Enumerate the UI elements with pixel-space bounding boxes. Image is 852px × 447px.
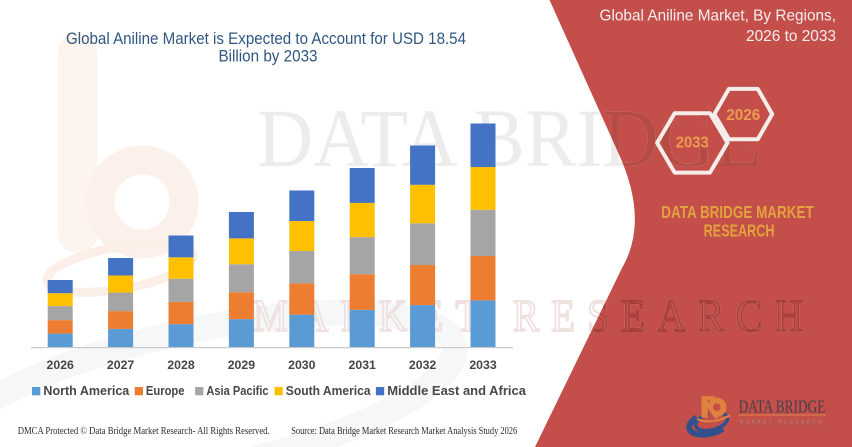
svg-text:Asia Pacific: Asia Pacific bbox=[206, 383, 268, 398]
svg-text:Middle East and Africa: Middle East and Africa bbox=[387, 383, 527, 398]
svg-text:North America: North America bbox=[43, 383, 130, 398]
svg-text:DMCA Protected © Data Bridge M: DMCA Protected © Data Bridge Market Rese… bbox=[18, 426, 270, 437]
svg-text:RESEARCH: RESEARCH bbox=[704, 221, 775, 241]
svg-text:2028: 2028 bbox=[167, 358, 195, 372]
svg-text:2026: 2026 bbox=[47, 358, 75, 372]
svg-text:2030: 2030 bbox=[288, 358, 316, 372]
svg-text:South America: South America bbox=[286, 383, 372, 398]
svg-text:Source: Data Bridge Market Res: Source: Data Bridge Market Research Mark… bbox=[291, 426, 517, 437]
svg-text:2031: 2031 bbox=[349, 358, 377, 372]
svg-text:2026 to 2033: 2026 to 2033 bbox=[746, 28, 836, 45]
svg-text:2029: 2029 bbox=[228, 358, 256, 372]
svg-text:Global Aniline Market, By Regi: Global Aniline Market, By Regions, bbox=[600, 8, 837, 25]
svg-text:Billion by 2033: Billion by 2033 bbox=[219, 47, 318, 66]
svg-text:2033: 2033 bbox=[676, 134, 709, 151]
svg-text:2032: 2032 bbox=[409, 358, 437, 372]
svg-text:MARKET RESEARCH: MARKET RESEARCH bbox=[253, 291, 815, 341]
svg-text:DATA BRIDGE: DATA BRIDGE bbox=[739, 397, 826, 417]
svg-text:2033: 2033 bbox=[469, 358, 497, 372]
svg-text:2027: 2027 bbox=[107, 358, 135, 372]
svg-text:MARKET RESEARCH: MARKET RESEARCH bbox=[740, 419, 825, 425]
svg-text:DATA BRIDGE MARKET: DATA BRIDGE MARKET bbox=[661, 202, 814, 222]
svg-text:2026: 2026 bbox=[726, 107, 760, 124]
svg-text:Europe: Europe bbox=[146, 383, 185, 398]
svg-text:DATA BRIDGE: DATA BRIDGE bbox=[257, 92, 762, 184]
svg-text:Global Aniline Market is Expec: Global Aniline Market is Expected to Acc… bbox=[66, 29, 466, 48]
